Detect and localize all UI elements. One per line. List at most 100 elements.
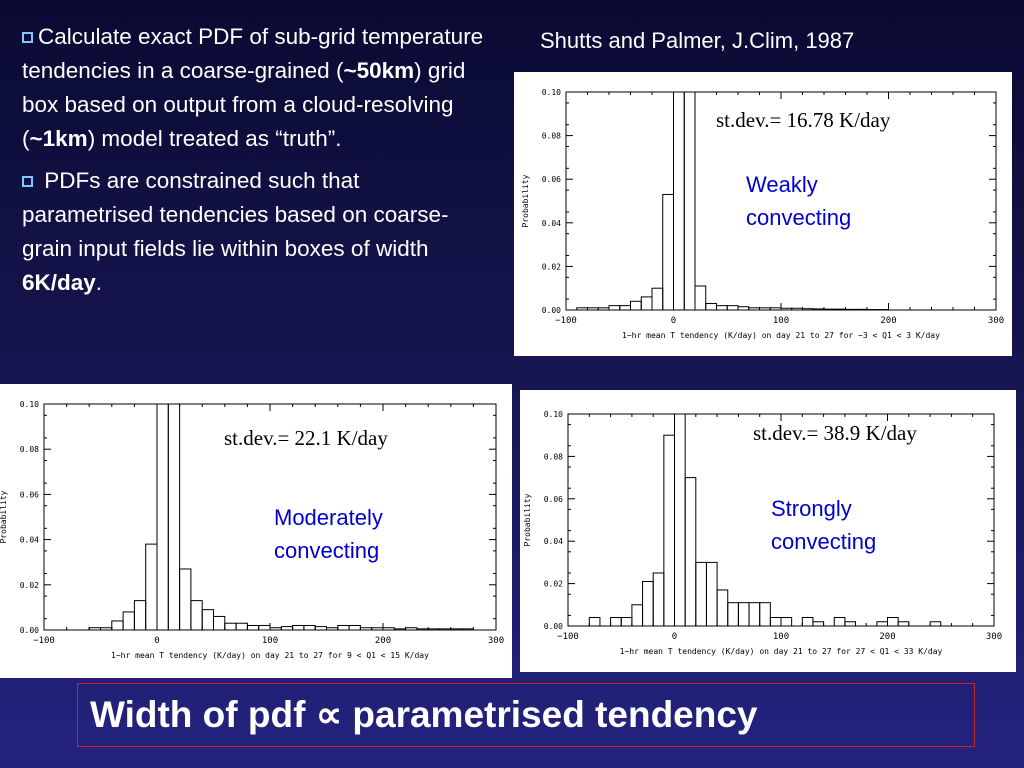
- histogram-bar: [133, 600, 147, 631]
- bullet-text: PDFs are constrained such that parametri…: [22, 168, 449, 261]
- checkbox-bullet-icon: [22, 176, 33, 187]
- y-tick-label: 0.00: [20, 626, 39, 635]
- histogram-bar: [759, 602, 771, 627]
- y-tick-label: 0.02: [544, 580, 563, 589]
- histogram-bar: [801, 617, 814, 627]
- x-tick-label: 300: [488, 636, 504, 646]
- bullet-text: .: [95, 270, 103, 295]
- histogram-bar: [748, 602, 761, 627]
- histogram-bar: [608, 305, 621, 311]
- histogram-bar: [727, 602, 739, 627]
- histogram-bar: [663, 434, 676, 627]
- y-tick-label: 0.10: [542, 88, 561, 97]
- regime-line: Weakly: [746, 172, 818, 197]
- histogram-bar: [235, 622, 248, 631]
- histogram-bar: [662, 193, 674, 311]
- x-tick-label: 100: [262, 636, 278, 646]
- histogram-bar: [887, 617, 899, 627]
- y-tick-label: 0.06: [542, 175, 561, 184]
- histogram-bar: [651, 287, 664, 311]
- x-tick-label: 300: [986, 632, 1002, 642]
- x-tick-label: 200: [879, 632, 895, 642]
- histogram-bar: [684, 477, 697, 627]
- histogram-bar: [190, 600, 203, 631]
- histogram-bar: [620, 617, 633, 627]
- regime-line: convecting: [746, 205, 852, 230]
- x-tick-label: 0: [154, 636, 159, 646]
- y-tick-label: 0.06: [544, 495, 563, 504]
- x-tick-label: −100: [555, 316, 577, 326]
- histogram-bar: [111, 620, 124, 631]
- histogram-bar: [716, 305, 728, 311]
- histogram-bar: [705, 302, 717, 311]
- citation: Shutts and Palmer, J.Clim, 1987: [540, 28, 855, 53]
- y-tick-label: 0.08: [542, 132, 561, 141]
- histogram-moderately: −100 0 100 200 300 0.00 0.02 0.04 0.06 0.08 0.10 1−…: [0, 400, 504, 660]
- histogram-bar: [812, 621, 825, 627]
- x-axis-label: 1−hr mean T tendency (K/day) on day 21 t…: [622, 331, 940, 340]
- regime-label: Moderately convecting: [274, 501, 383, 567]
- y-tick-label: 0.06: [20, 490, 39, 499]
- bullet-item: Calculate exact PDF of sub-grid temperat…: [22, 20, 492, 156]
- x-tick-label: 100: [773, 316, 789, 326]
- y-tick-label: 0.00: [542, 306, 561, 315]
- histogram-bar: [314, 626, 328, 631]
- x-tick-label: −100: [557, 632, 579, 642]
- chart-panel-moderately: −100 0 100 200 300 0.00 0.02 0.04 0.06 0.08 0.10 1−…: [0, 384, 512, 678]
- stdev-label: st.dev.= 22.1 K/day: [224, 426, 388, 450]
- histogram-bar: [694, 285, 707, 311]
- y-tick-label: 0.10: [20, 400, 39, 409]
- histogram-bar: [695, 561, 707, 627]
- histogram-bar: [201, 609, 214, 631]
- histogram-bar: [348, 624, 361, 631]
- histogram-bar: [683, 91, 696, 311]
- x-axis-label: 1−hr mean T tendency (K/day) on day 21 t…: [111, 651, 429, 660]
- x-tick-label: 200: [880, 316, 896, 326]
- histogram-bar: [642, 580, 654, 627]
- histogram-bar: [337, 624, 350, 631]
- histogram-strongly: −100 0 100 200 300 0.00 0.02 0.04 0.06 0.08 0.10 1−…: [523, 410, 1002, 656]
- y-axis-label: Probability: [523, 493, 532, 546]
- bullet-item: PDFs are constrained such that parametri…: [22, 164, 492, 300]
- y-tick-label: 0.08: [544, 452, 563, 461]
- histogram-bar: [897, 621, 910, 627]
- x-tick-label: 300: [988, 316, 1004, 326]
- y-tick-label: 0.04: [20, 536, 39, 545]
- bullet-text: Calculate exact PDF of sub-grid temperat…: [22, 24, 484, 83]
- x-tick-label: 100: [773, 632, 789, 642]
- y-tick-label: 0.10: [544, 410, 563, 419]
- regime-line: convecting: [274, 538, 380, 563]
- histogram-bar: [224, 622, 237, 631]
- regime-line: Strongly: [771, 496, 852, 521]
- regime-line: Moderately: [274, 505, 383, 530]
- x-axis-label: 1−hr mean T tendency (K/day) on day 21 t…: [620, 647, 943, 656]
- histogram-bar: [610, 617, 622, 627]
- checkbox-bullet-icon: [22, 32, 33, 43]
- histogram-bar: [631, 604, 644, 627]
- chart-panel-strongly: −100 0 100 200 300 0.00 0.02 0.04 0.06 0.08 0.10 1−…: [520, 390, 1016, 672]
- bullet-text: ) grid box based on output from a cloud-…: [22, 58, 466, 151]
- histogram-bar: [737, 602, 750, 627]
- y-tick-label: 0.08: [20, 445, 39, 454]
- histogram-bar: [716, 589, 729, 627]
- histogram-bar: [303, 624, 316, 631]
- histogram-bar: [246, 624, 260, 631]
- y-tick-label: 0.00: [544, 622, 563, 631]
- histogram-bar: [652, 572, 665, 627]
- chart-panel-weakly: −100 0 100 200 300 0.00 0.02 0.04 0.06 0.08 0.10 1−…: [514, 72, 1012, 356]
- x-tick-label: 0: [672, 632, 677, 642]
- histogram-bar: [876, 621, 889, 627]
- histogram-bar: [640, 296, 653, 311]
- histogram-bar: [929, 621, 942, 627]
- bullet-emphasis: ~1km: [29, 126, 88, 151]
- regime-line: convecting: [771, 529, 877, 554]
- slide-title: Width of pdf ∝ parametrised tendency: [90, 693, 758, 736]
- bullet-list: Calculate exact PDF of sub-grid temperat…: [22, 20, 492, 308]
- histogram-bar: [705, 561, 718, 627]
- histogram-bar: [674, 413, 686, 627]
- histogram-bar: [167, 403, 181, 631]
- histogram-bar: [619, 305, 631, 311]
- title-text: parametrised tendency: [342, 694, 758, 735]
- histogram-bar: [122, 611, 135, 631]
- histogram-bar: [673, 91, 685, 311]
